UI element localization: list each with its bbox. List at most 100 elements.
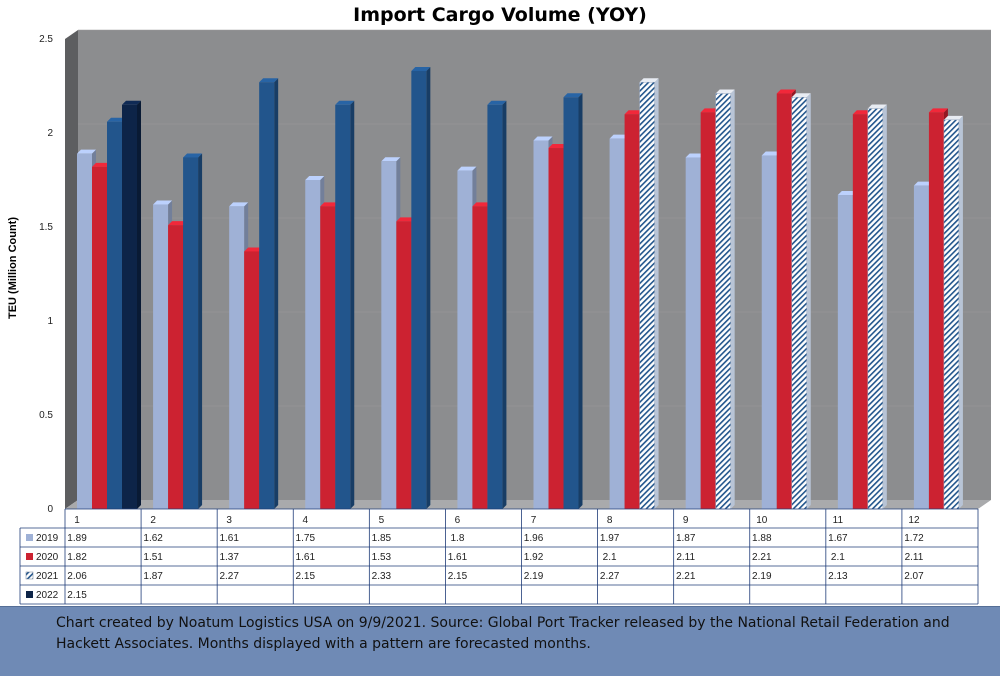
x-tick-label: 11: [833, 515, 844, 526]
legend-swatch-2022: [26, 591, 33, 598]
bar-2021-month-9: [715, 89, 735, 510]
data-label: 1.53: [372, 552, 392, 563]
bar-top: [92, 162, 111, 167]
bar-front: [837, 195, 853, 510]
bar-side: [806, 93, 811, 509]
bar-top: [624, 110, 644, 115]
data-label: 1.51: [143, 552, 163, 563]
bar-front: [229, 206, 245, 509]
bar-top: [259, 78, 279, 83]
data-label: 2.15: [296, 571, 316, 582]
bar-top: [472, 202, 492, 207]
bar-2021-month-12: [943, 115, 963, 510]
bar-top: [335, 100, 355, 105]
bar-top: [837, 191, 857, 196]
data-label: 2.11: [905, 552, 924, 563]
bar-top: [867, 104, 887, 109]
data-label: 1.61: [219, 533, 239, 544]
bar-top: [776, 89, 796, 94]
data-label: 1.62: [143, 533, 163, 544]
bar-2021-month-3: [259, 78, 279, 510]
bar-front: [700, 112, 716, 509]
bar-front: [943, 119, 960, 510]
bar-front: [487, 104, 503, 510]
bar-front: [715, 93, 731, 510]
legend-label-2019: 2019: [36, 533, 59, 544]
bar-top: [639, 78, 659, 83]
data-label: 1.97: [600, 533, 620, 544]
bar-top: [715, 89, 735, 94]
bar-side: [137, 100, 141, 510]
bar-front: [77, 153, 92, 509]
chart-footer-note: Chart created by Noatum Logistics USA on…: [0, 606, 1000, 676]
bar-front: [335, 104, 351, 510]
data-label: 1.89: [67, 533, 87, 544]
bar-front: [259, 82, 275, 510]
bar-top: [229, 202, 249, 207]
bar-front: [548, 148, 564, 510]
bar-front: [381, 161, 397, 509]
bar-front: [472, 206, 488, 509]
bar-front: [685, 157, 701, 509]
bar-2021-month-5: [411, 66, 431, 510]
data-label: 2.13: [828, 571, 848, 582]
x-tick-label: 2: [150, 515, 156, 526]
bar-top: [928, 108, 948, 113]
bar-front: [411, 70, 427, 510]
bar-top: [761, 151, 781, 156]
x-tick-label: 10: [756, 515, 768, 526]
bar-front: [852, 114, 868, 509]
x-tick-label: 8: [607, 515, 613, 526]
legend-swatch-2019: [26, 534, 33, 541]
bar-front: [168, 225, 184, 509]
bar-top: [852, 110, 872, 115]
bar-top: [700, 108, 720, 113]
data-label: 2.21: [752, 552, 772, 563]
y-tick-label: 2.5: [39, 34, 53, 45]
data-label: 2.19: [752, 571, 772, 582]
bar-2021-month-8: [639, 78, 659, 510]
data-label: 1.67: [828, 533, 848, 544]
bar-2021-month-6: [487, 100, 507, 510]
bar-top: [381, 157, 401, 162]
bar-front: [913, 185, 929, 509]
chart-side-wall: [65, 30, 78, 509]
y-tick-label: 2: [47, 128, 53, 139]
bar-side: [502, 100, 507, 510]
data-label: 2.11: [676, 552, 695, 563]
bar-front: [928, 112, 944, 509]
chart-title: Import Cargo Volume (YOY): [353, 4, 647, 26]
x-tick-label: 3: [226, 515, 232, 526]
bar-side: [654, 78, 659, 510]
bar-top: [548, 144, 568, 149]
bar-2021-month-7: [563, 93, 583, 509]
bar-front: [244, 251, 260, 509]
bar-top: [913, 181, 933, 186]
bar-front: [639, 81, 655, 510]
bar-front: [107, 121, 122, 509]
bar-side: [426, 66, 431, 510]
legend-swatch-2020: [26, 553, 33, 560]
y-tick-label: 1: [47, 316, 53, 327]
bar-top: [244, 247, 264, 252]
bar-front: [305, 180, 321, 509]
data-label: 1.87: [676, 533, 696, 544]
bar-front: [761, 155, 777, 509]
bar-front: [122, 104, 137, 510]
bar-front: [776, 93, 792, 510]
bar-front: [396, 221, 412, 510]
bar-top: [77, 149, 96, 154]
data-label: 1.85: [372, 533, 392, 544]
bar-top: [396, 217, 416, 222]
bar-side: [578, 93, 583, 509]
bar-top: [411, 66, 431, 71]
bar-top: [305, 176, 325, 180]
bar-top: [685, 153, 705, 158]
y-tick-label: 1.5: [39, 222, 53, 233]
x-tick-label: 5: [379, 515, 385, 526]
bar-side: [198, 153, 203, 509]
y-tick-label: 0: [47, 504, 53, 515]
data-label: 2.19: [524, 571, 544, 582]
bar-top: [183, 153, 203, 158]
bar-top: [487, 100, 507, 105]
